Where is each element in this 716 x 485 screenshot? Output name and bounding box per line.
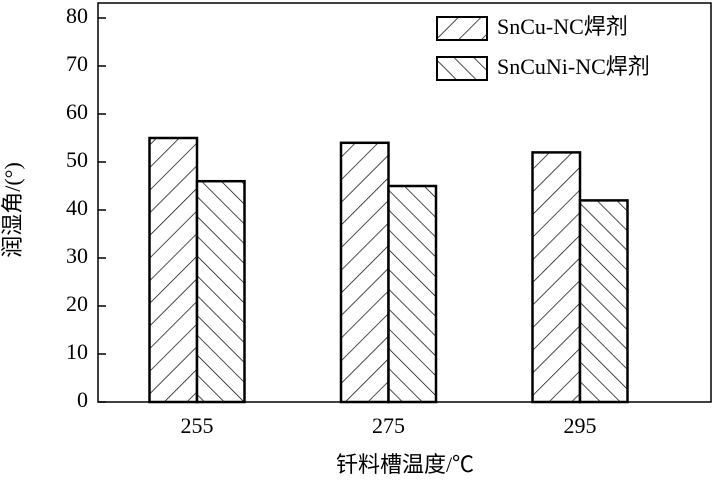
legend-label: SnCuNi-NC焊剂 — [497, 54, 650, 79]
y-tick-label: 20 — [66, 291, 88, 316]
legend-swatch — [436, 16, 488, 41]
bar — [578, 199, 629, 404]
bar — [195, 179, 246, 404]
y-tick-label: 80 — [66, 3, 88, 28]
y-tick-label: 70 — [66, 51, 88, 76]
x-tick-label: 255 — [181, 413, 214, 438]
bar — [531, 151, 582, 404]
y-tick-label: 40 — [66, 195, 88, 220]
x-tick-label: 275 — [372, 413, 405, 438]
bar — [148, 136, 199, 404]
y-tick-label: 50 — [66, 147, 88, 172]
x-axis-label: 钎料槽温度/℃ — [336, 452, 474, 477]
bar — [339, 141, 390, 404]
y-tick-label: 60 — [66, 99, 88, 124]
legend-swatch — [436, 56, 488, 81]
y-tick-label: 30 — [66, 243, 88, 268]
legend-label: SnCu-NC焊剂 — [497, 14, 628, 39]
y-tick-label: 0 — [77, 387, 88, 412]
bar — [387, 184, 438, 404]
y-axis-label: 润湿角/(°) — [0, 162, 25, 258]
y-tick-label: 10 — [66, 339, 88, 364]
x-tick-label: 295 — [564, 413, 597, 438]
